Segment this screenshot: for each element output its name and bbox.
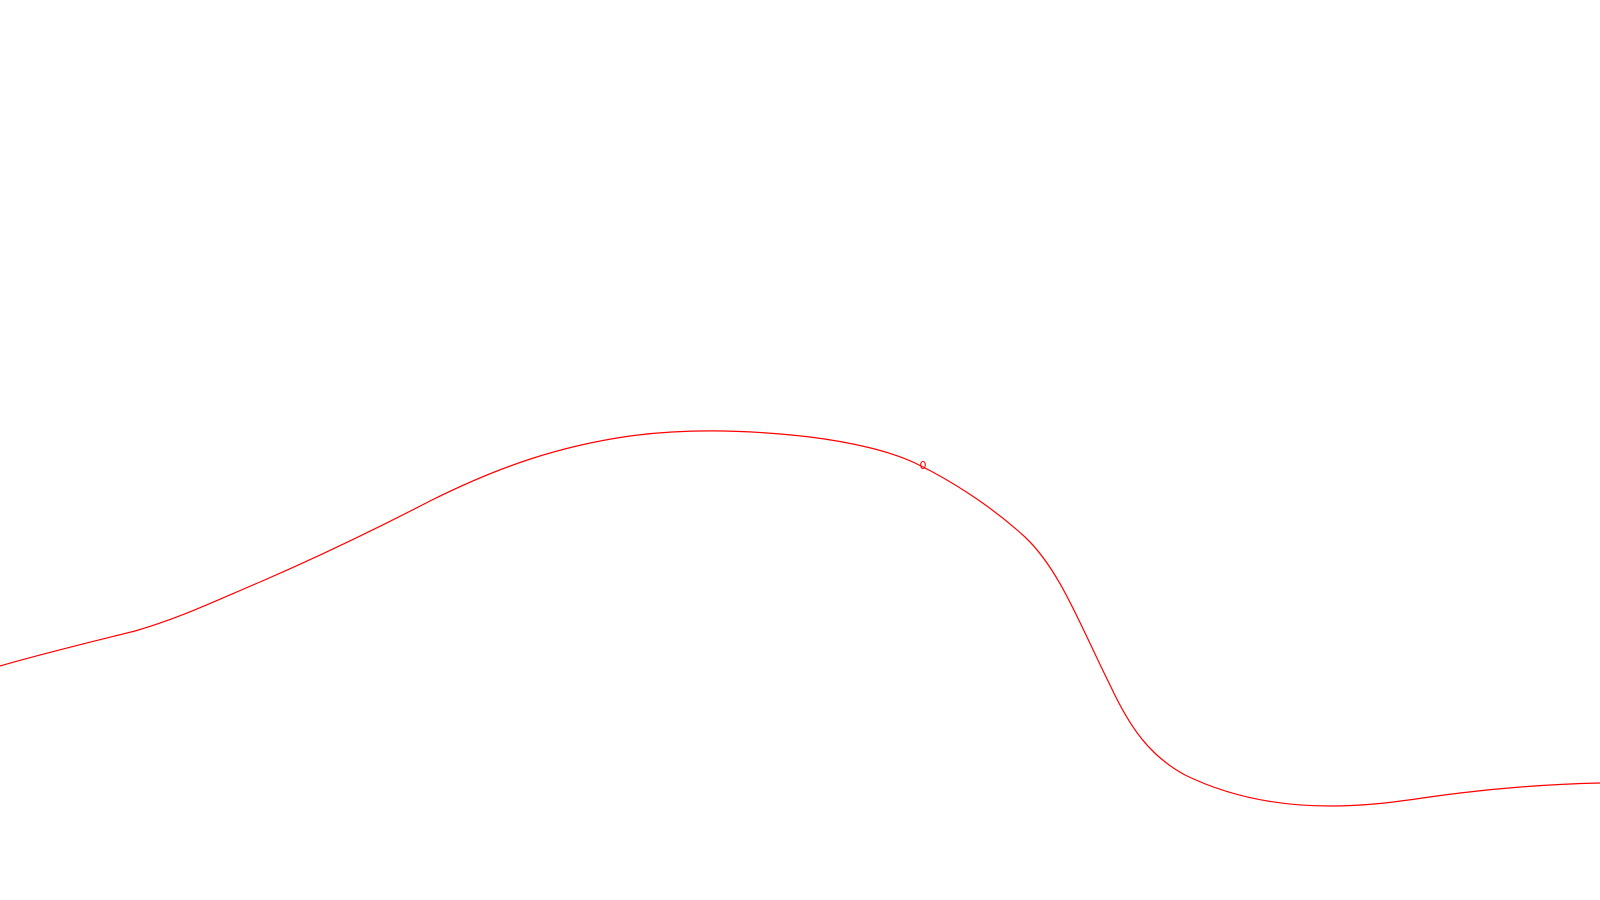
contour-line (0, 430, 1600, 807)
contour-level-label: 0 (920, 459, 927, 472)
